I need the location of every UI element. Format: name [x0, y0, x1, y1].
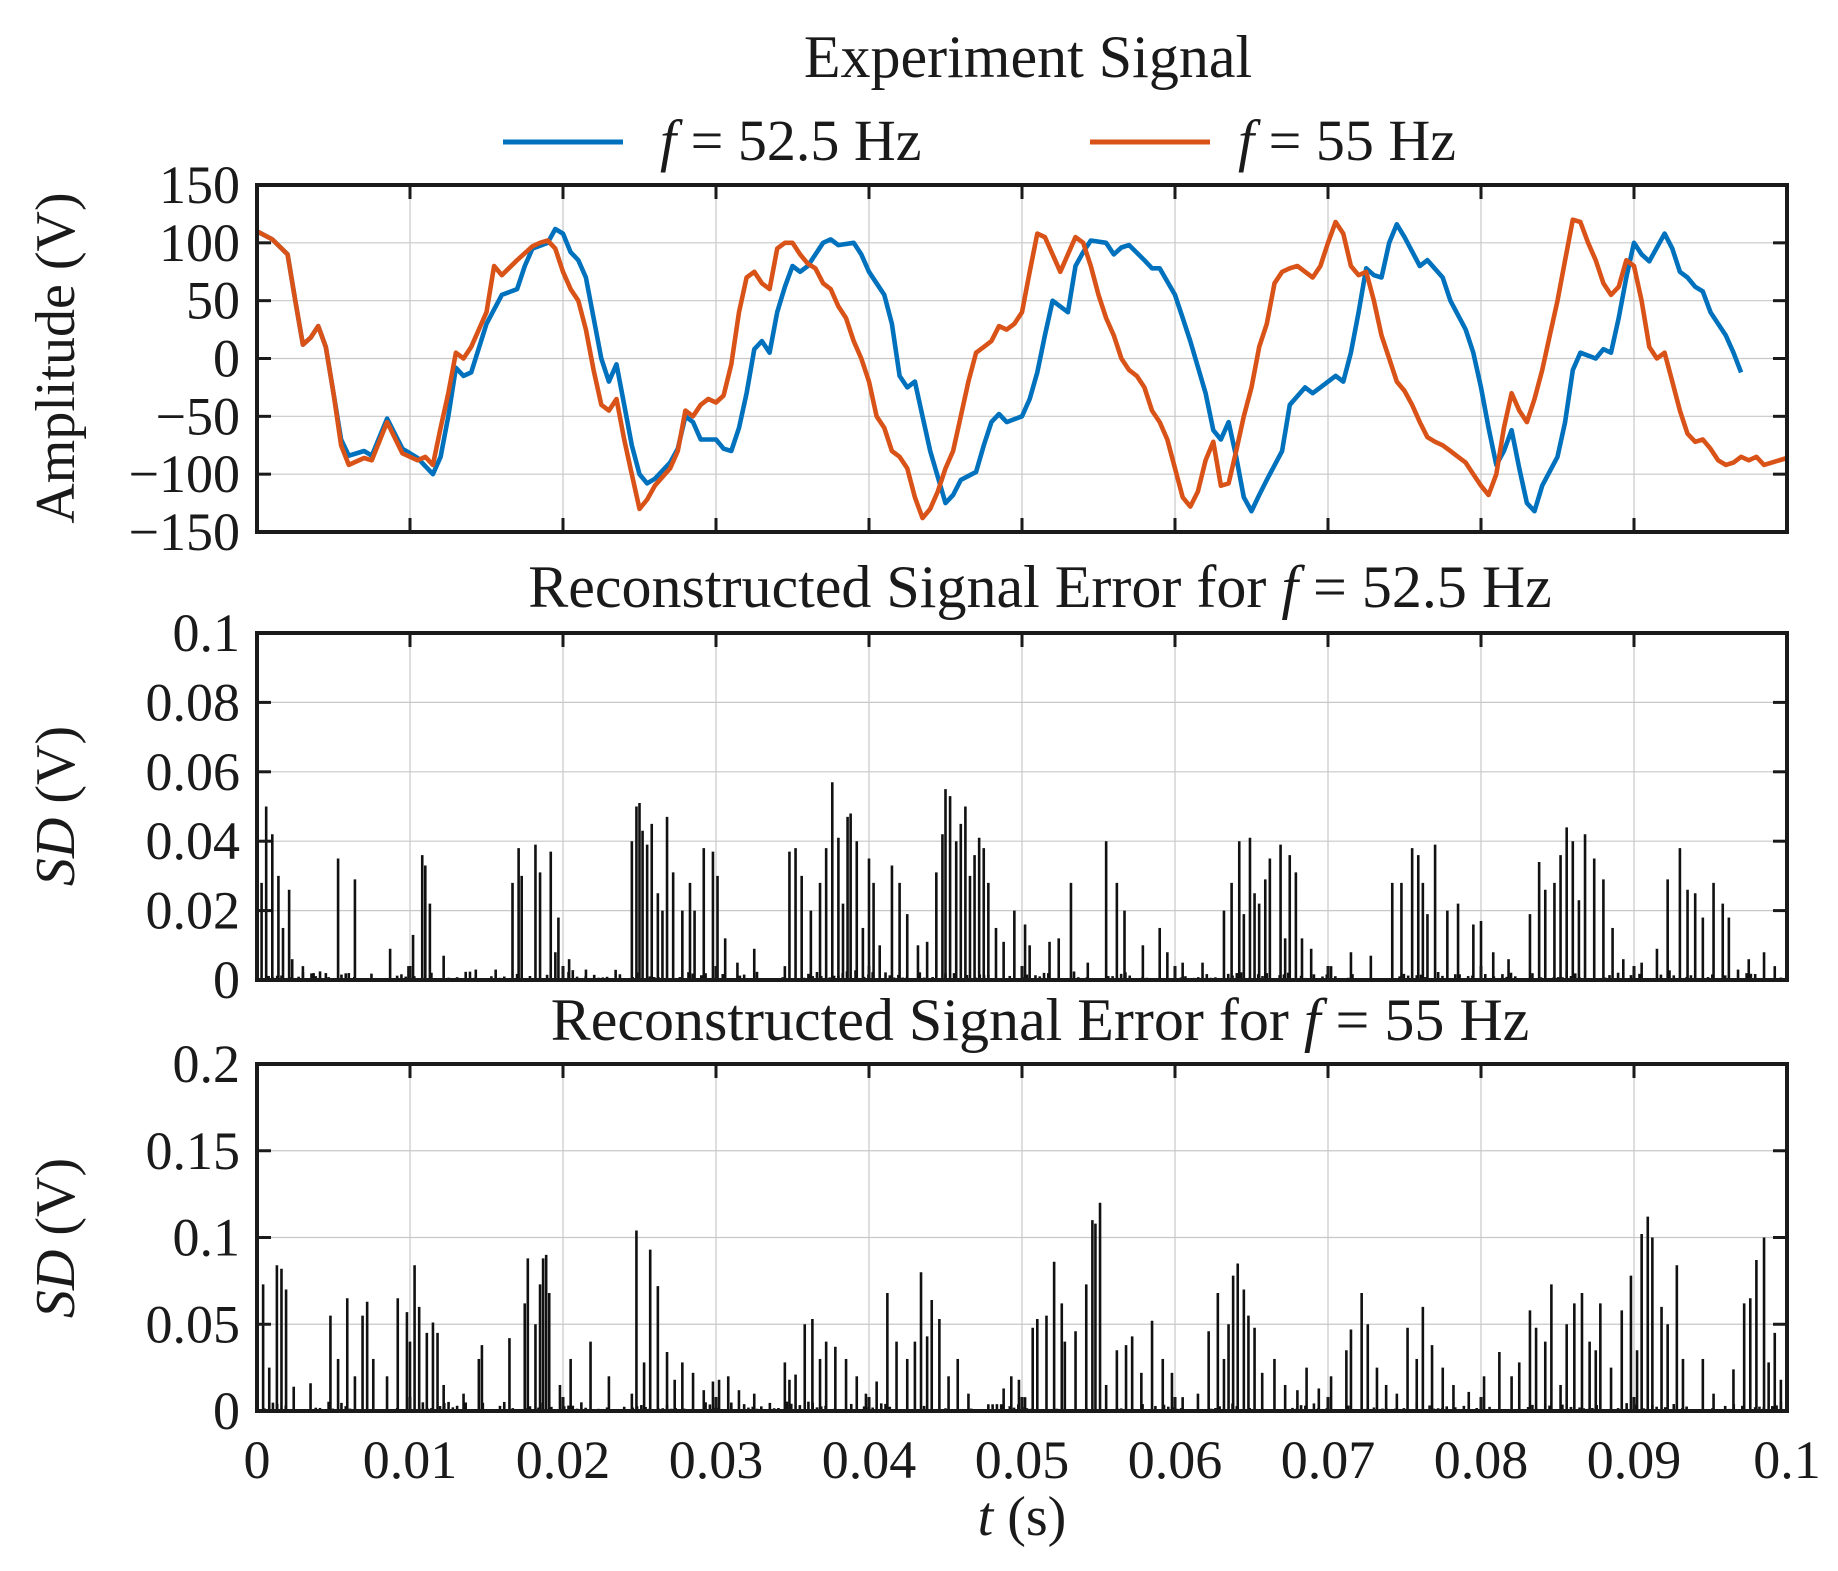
- x-tick-label: 0.01: [363, 1430, 458, 1490]
- y-axis-var-sd: SD: [25, 818, 87, 886]
- x-axis-label: t (s): [978, 1486, 1067, 1548]
- y-tick-label: 0: [213, 329, 240, 389]
- series-line-52-5hz: [255, 222, 1744, 514]
- y-tick-label: 0.04: [146, 811, 241, 871]
- y-tick-label: 50: [186, 271, 240, 331]
- x-tick-label: 0.06: [1128, 1430, 1223, 1490]
- y-tick-label: 0.06: [146, 742, 241, 802]
- grid: [256, 184, 1788, 533]
- axis-ticks: [255, 1062, 1789, 1413]
- experiment-signal-title: Experiment Signal: [804, 24, 1252, 90]
- experiment-signal-panel: Experiment Signal f = 52.5 Hz f = 55 Hz …: [25, 24, 1789, 562]
- y-tick-labels: 0 0.02 0.04 0.06 0.08 0.1: [146, 603, 241, 1010]
- error-55hz-panel: Reconstructed Signal Error for f = 55 Hz…: [25, 987, 1821, 1548]
- y-axis-label: SD (V): [25, 726, 87, 886]
- title-prefix: Reconstructed Signal Error for: [551, 987, 1304, 1053]
- y-tick-label: 150: [159, 155, 240, 215]
- y-axis-var-sd: SD: [25, 1250, 87, 1318]
- title-prefix: Reconstructed Signal Error for: [528, 554, 1281, 620]
- x-tick-label: 0: [244, 1430, 271, 1490]
- axis-ticks: [255, 183, 1789, 534]
- y-tick-labels: 0 0.05 0.1 0.15 0.2: [146, 1034, 241, 1441]
- error-55hz-title: Reconstructed Signal Error for f = 55 Hz: [551, 987, 1530, 1053]
- y-axis-unit: (V): [25, 1158, 87, 1250]
- title-suffix: = 52.5 Hz: [1298, 554, 1552, 620]
- y-tick-label: 0.05: [146, 1294, 241, 1354]
- legend-label-52-5hz: f = 52.5 Hz: [660, 108, 921, 173]
- y-tick-label: 0.1: [173, 1208, 241, 1268]
- series-line-55hz: [255, 217, 1788, 521]
- stems: [258, 1202, 1783, 1411]
- y-tick-label: 0.02: [146, 881, 241, 941]
- x-tick-label: 0.09: [1587, 1430, 1682, 1490]
- y-tick-label: 0.2: [173, 1034, 241, 1094]
- series-group: [255, 217, 1788, 521]
- y-tick-label: 100: [159, 213, 240, 273]
- grid: [256, 632, 1788, 981]
- x-axis-var-t: t: [978, 1486, 995, 1548]
- legend-text-55hz: = 55 Hz: [1254, 108, 1456, 173]
- error-52-5hz-panel: Reconstructed Signal Error for f = 52.5 …: [25, 554, 1789, 1010]
- y-tick-label: 0.08: [146, 672, 241, 732]
- x-axis-unit: (s): [993, 1486, 1066, 1548]
- x-tick-label: 0.07: [1281, 1430, 1376, 1490]
- x-tick-label: 0.03: [669, 1430, 764, 1490]
- grid: [256, 1063, 1788, 1412]
- stems: [258, 782, 1783, 980]
- x-tick-label: 0.1: [1753, 1430, 1821, 1490]
- axis-ticks: [255, 631, 1789, 982]
- y-tick-label: −50: [156, 386, 240, 446]
- legend-label-55hz: f = 55 Hz: [1238, 108, 1456, 173]
- x-tick-label: 0.08: [1434, 1430, 1529, 1490]
- y-tick-label: −150: [129, 502, 240, 562]
- x-tick-label: 0.04: [822, 1430, 917, 1490]
- legend-text-52-5hz: = 52.5 Hz: [676, 108, 921, 173]
- y-tick-label: −100: [129, 444, 240, 504]
- y-tick-label: 0: [213, 950, 240, 1010]
- y-tick-label: 0.15: [146, 1121, 241, 1181]
- y-axis-unit: (V): [25, 726, 87, 818]
- y-axis-label: SD (V): [25, 1158, 87, 1318]
- x-tick-label: 0.05: [975, 1430, 1070, 1490]
- error-52-5hz-title: Reconstructed Signal Error for f = 52.5 …: [528, 554, 1552, 620]
- y-tick-label: 0.1: [173, 603, 241, 663]
- y-axis-label: Amplitude (V): [25, 192, 87, 523]
- title-suffix: = 55 Hz: [1320, 987, 1529, 1053]
- x-tick-labels: 0 0.01 0.02 0.03 0.04 0.05 0.06 0.07 0.08 0.09 0.1: [244, 1430, 1821, 1490]
- x-tick-label: 0.02: [516, 1430, 611, 1490]
- legend: f = 52.5 Hz f = 55 Hz: [503, 108, 1456, 173]
- y-tick-label: 0: [213, 1381, 240, 1441]
